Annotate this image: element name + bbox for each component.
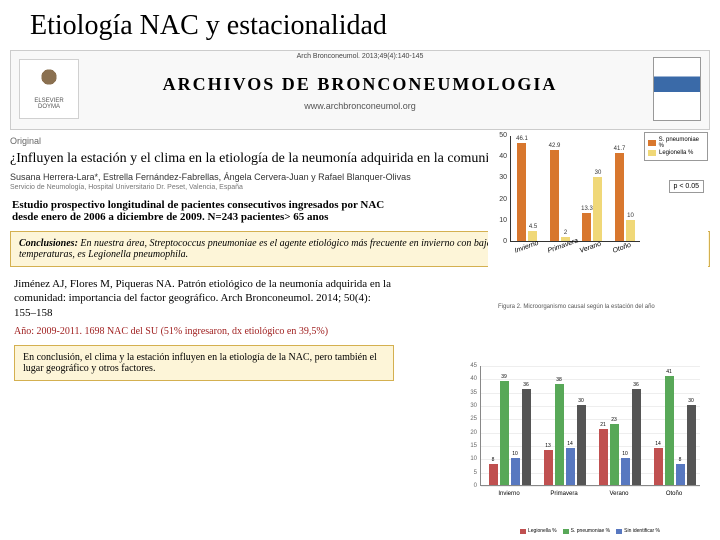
legend-swatch-spneu bbox=[648, 140, 656, 146]
chart2-legend: Legionella % S. pneumoniae % Sin identif… bbox=[480, 528, 700, 534]
seasonal-chart-1: S. pneumoniae % Legionella % p < 0.05 01… bbox=[488, 132, 708, 282]
seasonal-chart-2: 0510152025303540458391036Invierno1338143… bbox=[458, 362, 708, 522]
journal-cover-thumb bbox=[653, 57, 701, 121]
chart1-pvalue: p < 0.05 bbox=[669, 180, 705, 193]
elsevier-logo: ELSEVIER DOYMA bbox=[19, 59, 79, 119]
page-title: Etiología NAC y estacionalidad bbox=[0, 0, 720, 50]
journal-header: Arch Bronconeumol. 2013;49(4):140-145 EL… bbox=[10, 50, 710, 130]
legend-swatch-legio bbox=[648, 150, 656, 156]
chart1-legend: S. pneumoniae % Legionella % bbox=[644, 132, 708, 161]
year-line: Año: 2009-2011. 1698 NAC del SU (51% ing… bbox=[14, 326, 706, 337]
conclusion-box-2: En conclusión, el clima y la estación in… bbox=[14, 345, 394, 381]
journal-name: ARCHIVOS DE BRONCONEUMOLOGIA bbox=[11, 60, 709, 95]
chart1-caption: Figura 2. Microorganismo causal según la… bbox=[498, 304, 655, 310]
reference-2: Jiménez AJ, Flores M, Piqueras NA. Patró… bbox=[14, 277, 394, 320]
journal-citation: Arch Bronconeumol. 2013;49(4):140-145 bbox=[11, 51, 709, 60]
journal-url: www.archbronconeumol.org bbox=[11, 101, 709, 111]
chart2-plot: 0510152025303540458391036Invierno1338143… bbox=[480, 366, 700, 486]
chart1-plot: 0102030405046.14.5Invierno42.92Primavera… bbox=[510, 136, 640, 242]
